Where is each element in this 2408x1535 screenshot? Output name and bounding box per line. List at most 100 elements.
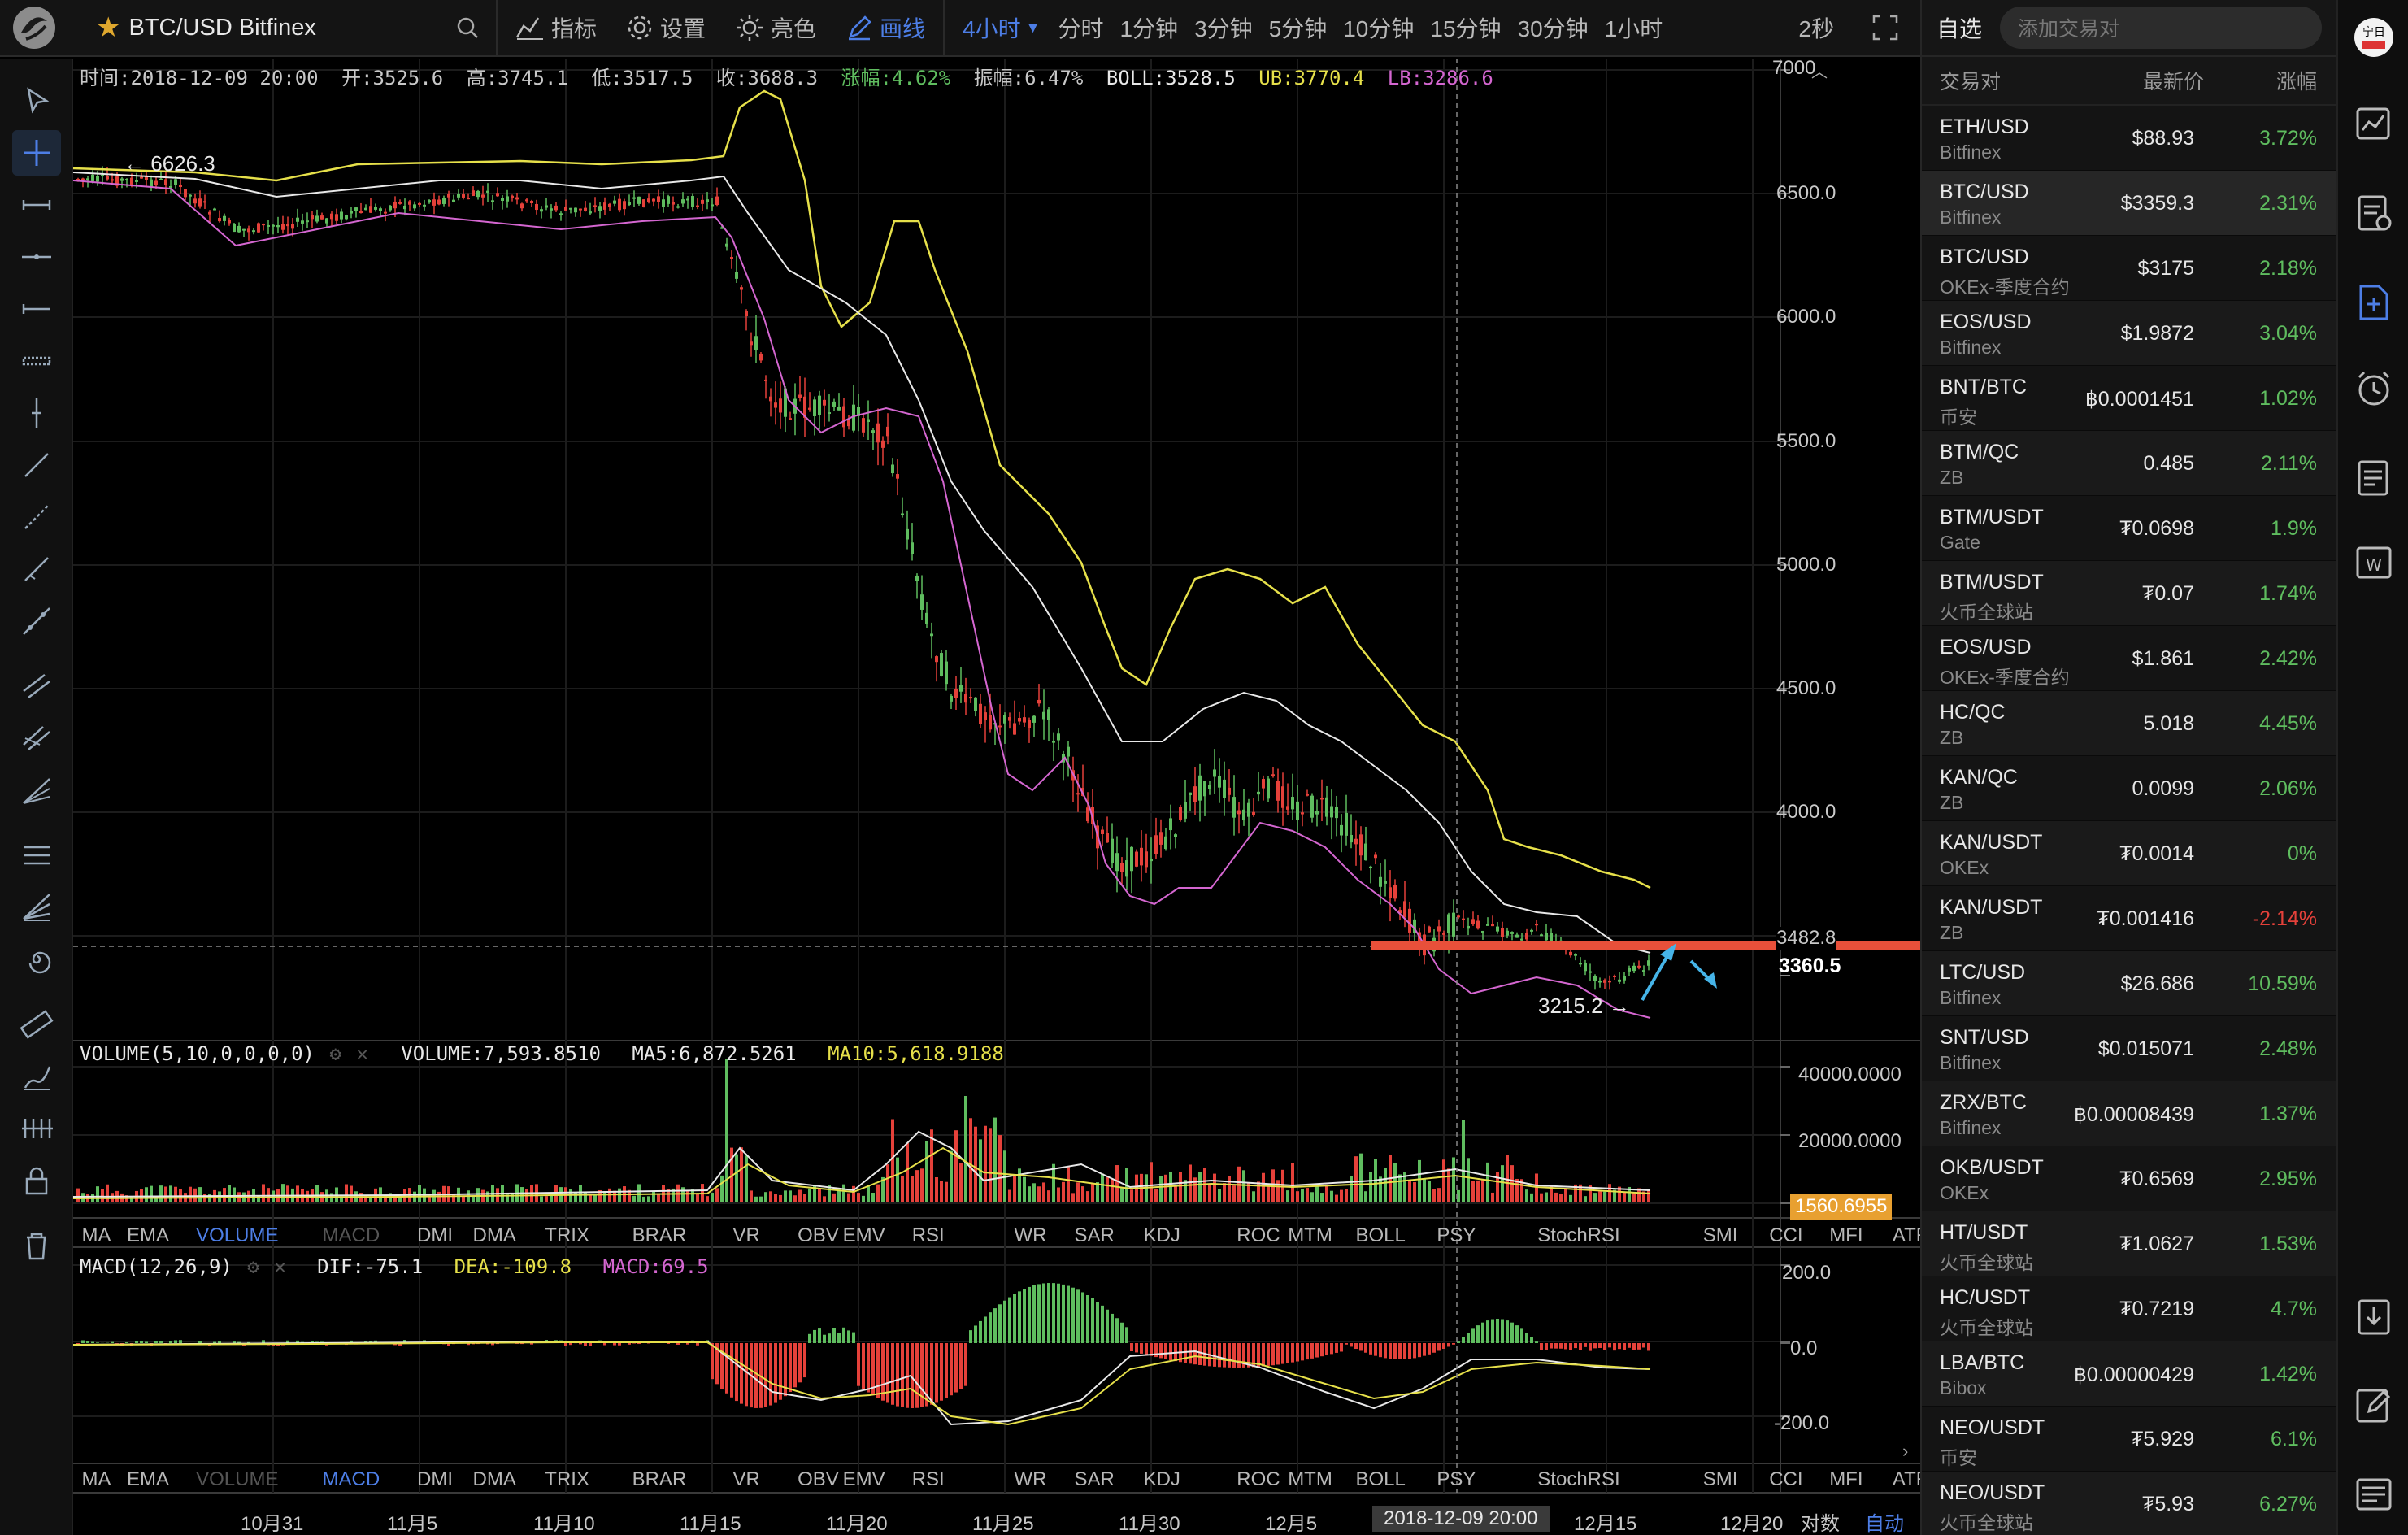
- pitchfork-icon[interactable]: [12, 715, 61, 761]
- indicator-tab-vr[interactable]: VR: [732, 1224, 760, 1246]
- watchlist-row[interactable]: BTM/USDT 火币全球站 ₮0.07 1.74%: [1922, 561, 2336, 626]
- indicator-tab-roc[interactable]: ROC: [1237, 1224, 1280, 1246]
- refresh-rate[interactable]: 2秒: [1798, 0, 1920, 56]
- measure-icon[interactable]: [12, 1106, 61, 1151]
- indicator-tab-brar[interactable]: BRAR: [632, 1468, 687, 1490]
- indicator-tab-obv[interactable]: OBV: [798, 1468, 839, 1490]
- watchlist-row[interactable]: SNT/USD Bitfinex $0.015071 2.48%: [1922, 1016, 2336, 1081]
- indicator-tab-macd[interactable]: MACD: [322, 1224, 380, 1246]
- period-tab[interactable]: 分时: [1058, 16, 1104, 41]
- cursor-arrow-icon[interactable]: [12, 78, 61, 124]
- watchlist-row[interactable]: BTM/USDT Gate ₮0.0698 1.9%: [1922, 496, 2336, 561]
- edit-icon[interactable]: [2353, 1384, 2395, 1426]
- indicator-tab-sar[interactable]: SAR: [1074, 1468, 1115, 1490]
- ruler-icon[interactable]: [12, 1002, 61, 1047]
- symbol-selector[interactable]: ★ BTC/USD Bitfinex: [68, 0, 316, 56]
- volume-settings-icon[interactable]: ⚙: [329, 1042, 341, 1065]
- watchlist-row[interactable]: HC/USDT 火币全球站 ₮0.7219 4.7%: [1922, 1276, 2336, 1341]
- macd-settings-icon[interactable]: ⚙: [247, 1255, 259, 1278]
- watchlist-row[interactable]: HT/USDT 火币全球站 ₮1.0627 1.53%: [1922, 1211, 2336, 1276]
- lock-icon[interactable]: [12, 1158, 61, 1203]
- watchlist-row[interactable]: HC/QC ZB 5.018 4.45%: [1922, 691, 2336, 756]
- indicator-tab-trix[interactable]: TRIX: [545, 1224, 589, 1246]
- brush-icon[interactable]: [12, 1054, 61, 1099]
- fullscreen-icon[interactable]: [1871, 14, 1899, 41]
- indicator-tab-kdj[interactable]: KDJ: [1143, 1468, 1180, 1490]
- watchlist-row[interactable]: BTC/USD OKEx-季度合约 $3175 2.18%: [1922, 236, 2336, 301]
- indicator-tab-vr[interactable]: VR: [732, 1468, 760, 1490]
- indicator-tab-psy[interactable]: PSY: [1437, 1468, 1476, 1490]
- download-icon[interactable]: [2353, 1296, 2395, 1338]
- indicator-tab-rsi[interactable]: RSI: [911, 1224, 945, 1246]
- price-channel-icon[interactable]: [12, 338, 61, 384]
- indicator-tab-stochrsi[interactable]: StochRSI: [1537, 1224, 1620, 1246]
- indicator-tab-cci[interactable]: CCI: [1769, 1468, 1803, 1490]
- indicator-tab-dmi[interactable]: DMI: [417, 1468, 454, 1490]
- period-tab[interactable]: 15分钟: [1430, 16, 1502, 41]
- trash-icon[interactable]: [12, 1223, 61, 1268]
- indicator-tab-dma[interactable]: DMA: [472, 1468, 516, 1490]
- alarm-icon[interactable]: [2353, 367, 2395, 410]
- theme-toggle[interactable]: 亮色: [720, 0, 831, 56]
- watchlist-row[interactable]: NEO/USDT 火币全球站 ₮5.93 6.27%: [1922, 1472, 2336, 1535]
- indicator-tab-emv[interactable]: EMV: [842, 1468, 885, 1490]
- watchlist-row[interactable]: ETH/USD Bitfinex $88.93 3.72%: [1922, 106, 2336, 171]
- indicator-tab-wr[interactable]: WR: [1014, 1468, 1047, 1490]
- indicator-tab-ma[interactable]: MA: [81, 1468, 111, 1490]
- indicator-tab-boll[interactable]: BOLL: [1355, 1468, 1406, 1490]
- indicator-tab-mtm[interactable]: MTM: [1288, 1224, 1332, 1246]
- chart-area[interactable]: 时间:2018-12-09 20:00 开:3525.6 高:3745.1 低:…: [73, 57, 1991, 1535]
- period-tab[interactable]: 1小时: [1604, 16, 1663, 41]
- watchlist-row[interactable]: ZRX/BTC Bitfinex ฿0.00008439 1.37%: [1922, 1081, 2336, 1146]
- ray-line-icon[interactable]: [12, 546, 61, 592]
- watchlist-row[interactable]: EOS/USD OKEx-季度合约 $1.861 2.42%: [1922, 626, 2336, 691]
- period-tab[interactable]: 3分钟: [1194, 16, 1253, 41]
- indicator-tab-volume[interactable]: VOLUME: [196, 1224, 279, 1246]
- column-price[interactable]: 最新价: [2143, 71, 2205, 93]
- period-tab[interactable]: 30分钟: [1517, 16, 1589, 41]
- indicator-tab-brar[interactable]: BRAR: [632, 1224, 687, 1246]
- indicator-tab-smi[interactable]: SMI: [1702, 1224, 1738, 1246]
- watchlist-row[interactable]: BNT/BTC 币安 ฿0.0001451 1.02%: [1922, 366, 2336, 431]
- indicator-tab-sar[interactable]: SAR: [1074, 1224, 1115, 1246]
- watchlist-row[interactable]: KAN/QC ZB 0.0099 2.06%: [1922, 756, 2336, 821]
- period-tab[interactable]: 1分钟: [1119, 16, 1179, 41]
- indicator-tab-boll[interactable]: BOLL: [1355, 1224, 1406, 1246]
- watchlist-row[interactable]: BTC/USD Bitfinex $3359.3 2.31%: [1922, 171, 2336, 236]
- watchlist-row[interactable]: BTM/QC ZB 0.485 2.11%: [1922, 431, 2336, 496]
- expand-panel-icon[interactable]: ›: [1902, 1441, 1909, 1461]
- log-scale-toggle[interactable]: 对数: [1801, 1513, 1840, 1535]
- period-tab[interactable]: 5分钟: [1268, 16, 1328, 41]
- indicator-tab-roc[interactable]: ROC: [1237, 1468, 1280, 1490]
- indicator-tab-ma[interactable]: MA: [81, 1224, 111, 1246]
- parallel-channel-icon[interactable]: [12, 663, 61, 709]
- collapse-up-icon[interactable]: ︿: [1811, 63, 1828, 81]
- indicator-menu[interactable]: 指标: [498, 0, 611, 56]
- indicator-tab-macd[interactable]: MACD: [322, 1468, 380, 1490]
- indicator-tab-psy[interactable]: PSY: [1437, 1224, 1476, 1246]
- news-icon[interactable]: [2353, 1473, 2395, 1515]
- macd-close-icon[interactable]: ✕: [274, 1255, 286, 1278]
- fibonacci-retracement-icon[interactable]: [12, 833, 61, 878]
- indicator-tab-ema[interactable]: EMA: [127, 1468, 170, 1490]
- chart-icon[interactable]: [2353, 102, 2395, 145]
- indicator-tab-dma[interactable]: DMA: [472, 1224, 516, 1246]
- search-input[interactable]: 添加交易对: [2000, 7, 2323, 49]
- watchlist-row[interactable]: KAN/USDT OKEx ₮0.0014 0%: [1922, 821, 2336, 886]
- watchlist-row[interactable]: OKB/USDT OKEx ₮0.6569 2.95%: [1922, 1146, 2336, 1211]
- auto-scale-toggle[interactable]: 自动: [1865, 1513, 1904, 1535]
- settings-menu[interactable]: 设置: [611, 0, 720, 56]
- watchlist-row[interactable]: NEO/USDT 币安 ₮5.929 6.1%: [1922, 1407, 2336, 1472]
- gann-fan-icon[interactable]: [12, 768, 61, 813]
- fibonacci-fan-icon[interactable]: [12, 885, 61, 930]
- watchlist-row[interactable]: LTC/USD Bitfinex $26.686 10.59%: [1922, 951, 2336, 1016]
- watchlist-row[interactable]: EOS/USD Bitfinex $1.9872 3.04%: [1922, 301, 2336, 366]
- indicator-tab-volume[interactable]: VOLUME: [196, 1468, 279, 1490]
- search-icon[interactable]: [439, 0, 496, 56]
- indicator-tab-smi[interactable]: SMI: [1702, 1468, 1738, 1490]
- vertical-line-icon[interactable]: [12, 390, 61, 436]
- period-tab[interactable]: 10分钟: [1343, 16, 1415, 41]
- indicator-tab-rsi[interactable]: RSI: [911, 1468, 945, 1490]
- add-pair-icon[interactable]: [2353, 281, 2395, 324]
- horizontal-segment-icon[interactable]: [12, 182, 61, 228]
